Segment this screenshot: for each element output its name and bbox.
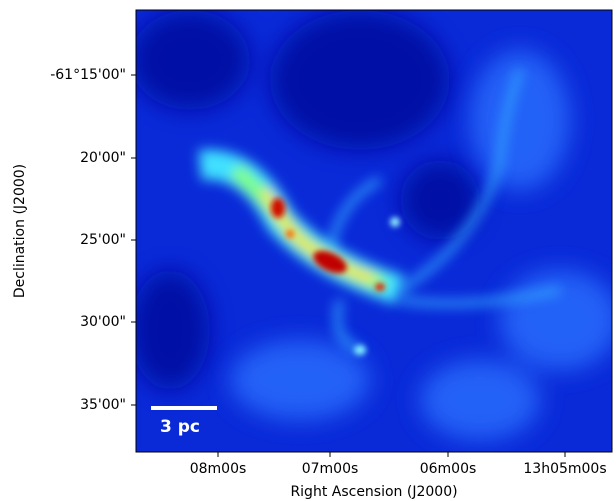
y-axis-label: Declination (J2000): [12, 164, 28, 298]
y-tick-label: 35'00": [80, 397, 126, 413]
x-tick-label: 13h05m00s: [523, 461, 606, 477]
y-tick-label: 20'00": [80, 150, 126, 166]
chart: 3 pc Right Ascension (J2000) Declination…: [0, 0, 616, 501]
x-tick-label: 06m00s: [420, 461, 477, 477]
scale-bar-label: 3 pc: [160, 417, 200, 437]
x-axis-label: Right Ascension (J2000): [290, 484, 457, 500]
y-tick-label: 30'00": [80, 314, 126, 330]
sky-image: [130, 10, 616, 452]
y-tick-label: 25'00": [80, 232, 126, 248]
x-tick-label: 08m00s: [190, 461, 247, 477]
x-tick-label: 07m00s: [302, 461, 359, 477]
y-tick-label: -61°15'00": [50, 67, 126, 83]
